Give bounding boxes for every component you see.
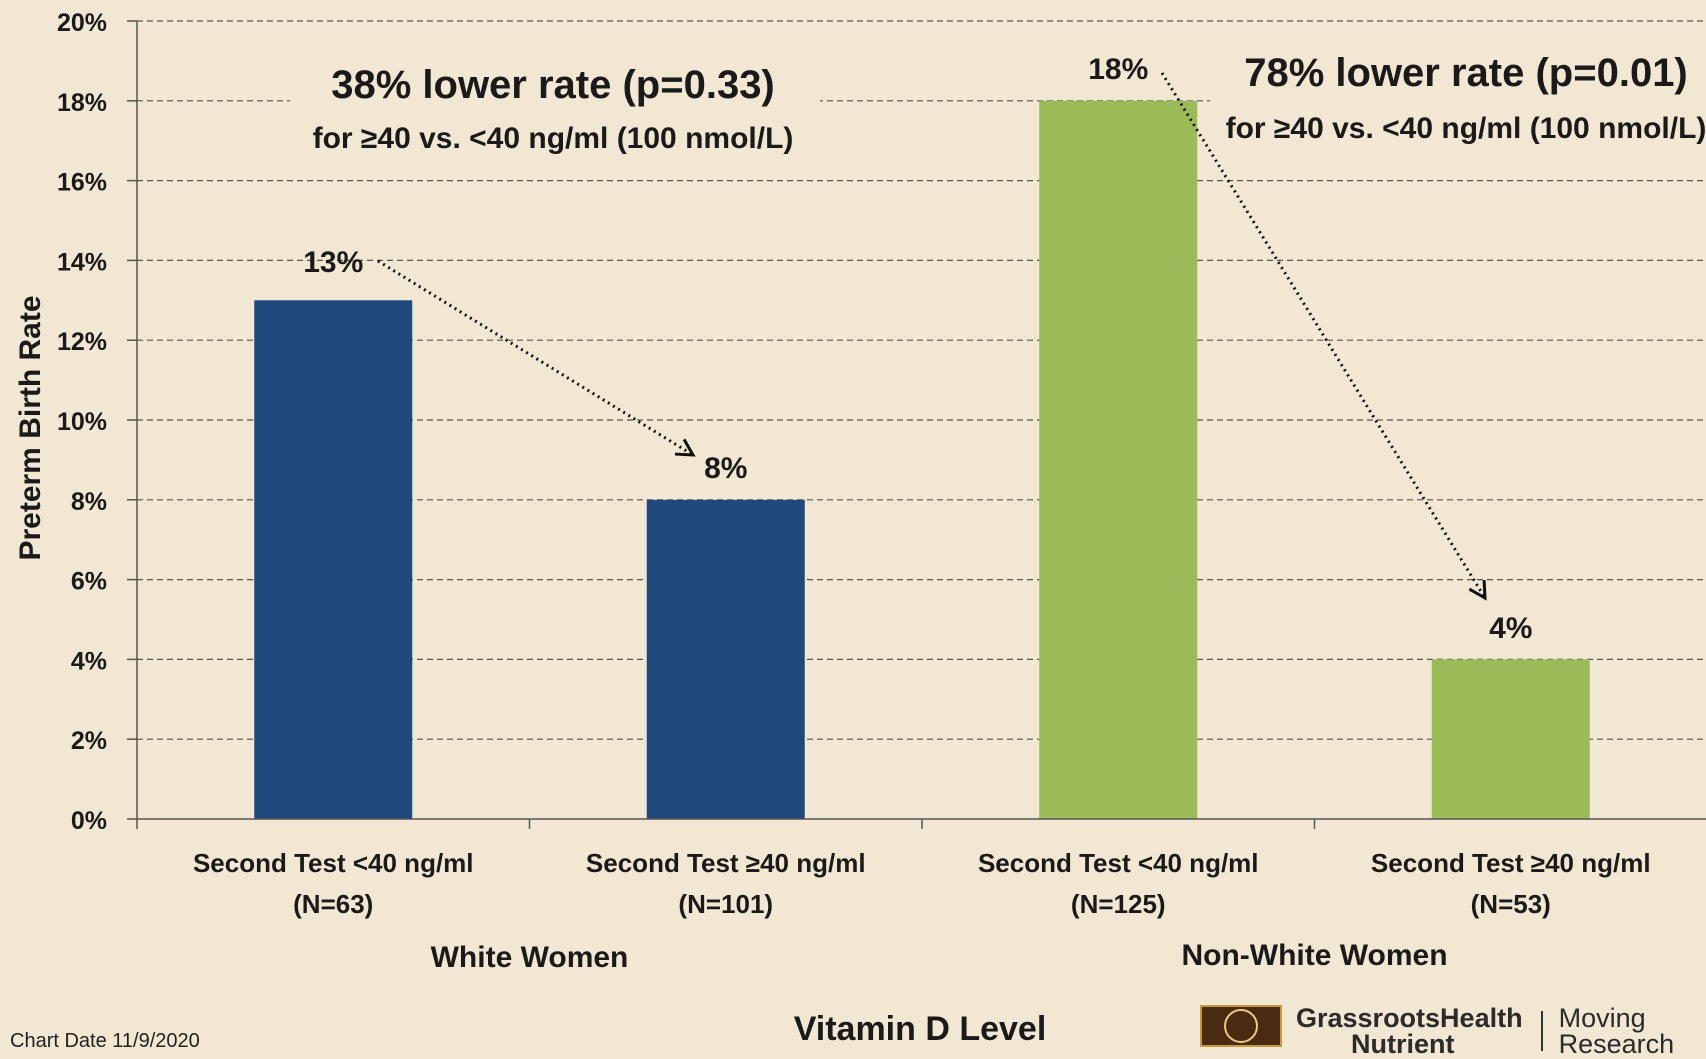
y-tick-label: 6% <box>71 568 107 596</box>
y-tick-label: 14% <box>57 248 107 276</box>
bar <box>254 300 413 819</box>
bar <box>646 499 805 819</box>
annotation-bg <box>1210 45 1706 155</box>
y-axis-title: Preterm Birth Rate <box>14 295 47 560</box>
annotation-title-white: 38% lower rate (p=0.33) <box>331 63 775 107</box>
logo-emblem-icon <box>1200 1005 1282 1047</box>
category-label: Second Test <40 ng/ml <box>193 848 474 878</box>
annotation-bg <box>290 58 820 158</box>
annotation-subtitle-white: for ≥40 vs. <40 ng/ml (100 nmol/L) <box>313 122 794 155</box>
y-tick-label: 16% <box>57 169 107 197</box>
bar <box>1431 659 1590 819</box>
arrow-white-head <box>674 438 696 457</box>
logo-separator <box>1540 1011 1543 1051</box>
y-tick-label: 18% <box>57 89 107 117</box>
data-label: 8% <box>704 452 747 485</box>
group-label-white: White Women <box>431 941 629 974</box>
y-tick-label: 12% <box>57 328 107 356</box>
y-tick-label: 10% <box>57 408 107 436</box>
arrow-nonwhite-head <box>1468 579 1487 601</box>
chart-date: Chart Date 11/9/2020 <box>10 1030 200 1052</box>
arrow-white <box>377 259 694 457</box>
logo: GrassrootsHealth Nutrient Moving Researc… <box>1200 1005 1674 1058</box>
logo-name: GrassrootsHealth Nutrient <box>1296 1003 1523 1059</box>
data-label: 18% <box>1088 53 1148 86</box>
data-label: 4% <box>1489 612 1532 645</box>
logo-tagline: Moving Research <box>1558 1003 1675 1059</box>
category-label: Second Test ≥40 ng/ml <box>1371 848 1651 878</box>
x-axis-title: Vitamin D Level <box>794 1010 1047 1047</box>
category-label: Second Test ≥40 ng/ml <box>586 848 866 878</box>
data-label: 13% <box>303 246 363 279</box>
y-tick-label: 4% <box>71 647 107 675</box>
annotations: 38% lower rate (p=0.33) for ≥40 vs. <40 n… <box>290 45 1706 601</box>
labels: 13% Second Test <40 ng/ml (N=63) 8% Second T… <box>14 53 1651 1047</box>
group-label-nonwhite: Non-White Women <box>1181 939 1447 972</box>
category-label: Second Test <40 ng/ml <box>978 848 1259 878</box>
axes: 0% 2% 4% 6% 8% 10% 12% 14% 16% 18% 20% <box>57 9 1706 835</box>
y-tick-label: 8% <box>71 488 107 516</box>
category-count-label: (N=53) <box>1471 889 1551 919</box>
bar <box>1039 100 1198 820</box>
y-tick-label: 0% <box>71 807 107 835</box>
y-tick-label: 2% <box>71 727 107 755</box>
arrow-nonwhite <box>1160 72 1487 599</box>
y-tick-label: 20% <box>57 9 107 37</box>
category-count-label: (N=125) <box>1071 889 1166 919</box>
category-count-label: (N=101) <box>678 889 773 919</box>
bars <box>254 100 1590 820</box>
category-count-label: (N=63) <box>293 889 373 919</box>
annotation-subtitle-nonwhite: for ≥40 vs. <40 ng/ml (100 nmol/L) <box>1226 112 1706 145</box>
annotation-title-nonwhite: 78% lower rate (p=0.01) <box>1244 51 1688 95</box>
